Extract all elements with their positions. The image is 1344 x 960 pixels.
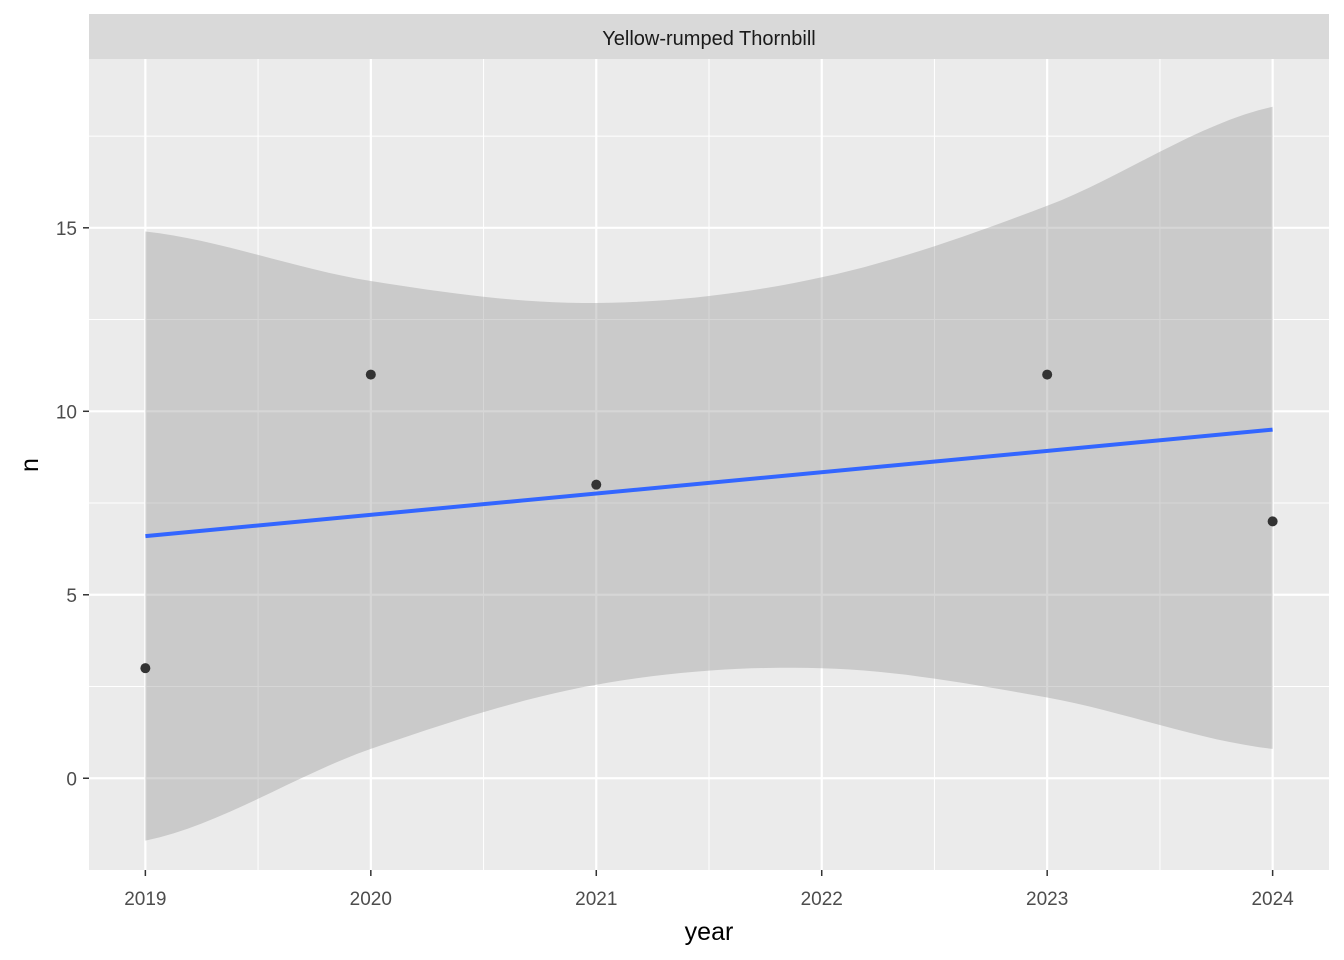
x-tick-label: 2021 <box>575 889 617 910</box>
data-point <box>1267 516 1278 527</box>
y-tick-label: 0 <box>66 769 77 790</box>
y-tick-label: 5 <box>66 586 77 607</box>
data-point <box>591 479 602 490</box>
data-point <box>1042 369 1053 380</box>
confidence-ribbon <box>145 106 1273 841</box>
grid-lines <box>89 59 1329 870</box>
data-points <box>140 369 1278 674</box>
x-tick-label: 2020 <box>350 889 392 910</box>
x-axis: 2019 2020 2021 2022 2023 2024 <box>124 870 1294 910</box>
data-point <box>365 369 376 380</box>
regression-line <box>145 427 1273 539</box>
y-axis: 0 5 10 15 <box>56 219 89 790</box>
data-point <box>140 663 151 674</box>
y-tick-label: 10 <box>56 402 77 423</box>
x-tick-label: 2023 <box>1026 889 1068 910</box>
y-tick-label: 15 <box>56 219 77 240</box>
x-axis-title: year <box>685 918 734 946</box>
y-axis-title: n <box>16 458 44 472</box>
x-tick-label: 2022 <box>801 889 843 910</box>
strip-background <box>89 14 1329 59</box>
facet-title: Yellow-rumped Thornbill <box>602 28 815 50</box>
x-tick-label: 2019 <box>124 889 166 910</box>
x-tick-label: 2024 <box>1251 889 1294 910</box>
